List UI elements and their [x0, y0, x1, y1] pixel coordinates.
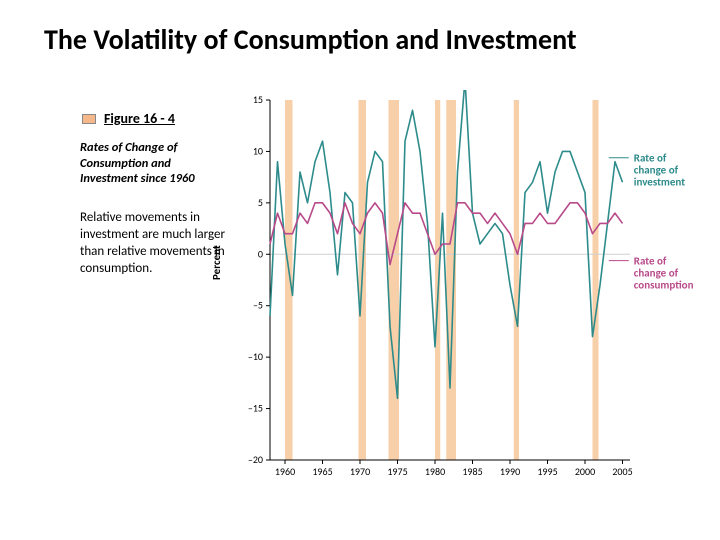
svg-text:10: 10 [253, 144, 263, 157]
y-axis-label: Percent [210, 245, 223, 280]
svg-text:–10: –10 [248, 350, 263, 363]
svg-text:1965: 1965 [312, 465, 332, 478]
figure-label-wrap: Figure 16 - 4 [82, 110, 175, 127]
svg-text:1975: 1975 [387, 465, 407, 478]
svg-text:1995: 1995 [537, 465, 557, 478]
svg-text:1980: 1980 [425, 465, 445, 478]
line-chart: –20 –15 –10 –5 0 5 10 15 1960 1965 1970 1975 1980 198… [230, 90, 700, 490]
svg-text:consumption: consumption [634, 279, 694, 292]
svg-text:2005: 2005 [612, 465, 632, 478]
svg-text:1970: 1970 [350, 465, 370, 478]
svg-text:–20: –20 [248, 453, 263, 466]
svg-text:0: 0 [258, 247, 263, 260]
svg-text:investment: investment [634, 176, 685, 189]
svg-text:1990: 1990 [500, 465, 520, 478]
svg-text:15: 15 [253, 93, 263, 106]
svg-text:1985: 1985 [462, 465, 482, 478]
svg-text:–5: –5 [253, 299, 263, 312]
svg-text:–15: –15 [248, 402, 263, 415]
svg-text:5: 5 [258, 196, 263, 209]
figure-number: Figure 16 - 4 [104, 110, 175, 127]
chart-area: –20 –15 –10 –5 0 5 10 15 1960 1965 1970 1975 1980 198… [230, 90, 700, 490]
figure-subtitle: Rates of Change of Consumption and Inves… [80, 140, 230, 187]
page-title: The Volatility of Consumption and Invest… [44, 22, 577, 57]
svg-text:1960: 1960 [275, 465, 295, 478]
figure-swatch-icon [82, 114, 96, 124]
svg-text:2000: 2000 [575, 465, 595, 478]
